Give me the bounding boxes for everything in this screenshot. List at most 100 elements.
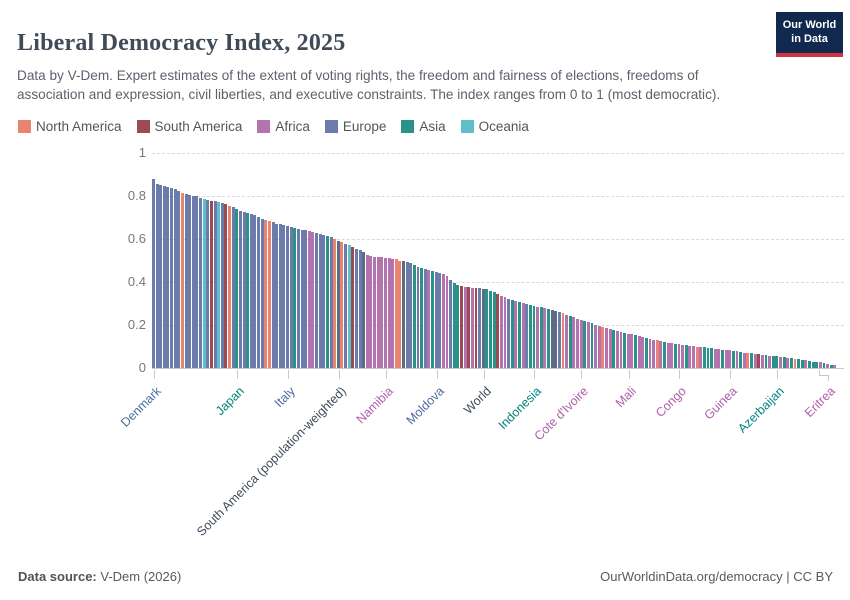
- bar[interactable]: [460, 286, 463, 368]
- bar[interactable]: [394, 259, 398, 368]
- bar[interactable]: [202, 198, 206, 368]
- bar[interactable]: [641, 337, 645, 368]
- bar[interactable]: [275, 223, 279, 368]
- bar[interactable]: [764, 355, 768, 368]
- bar[interactable]: [184, 193, 188, 368]
- bar[interactable]: [579, 319, 583, 368]
- bar[interactable]: [684, 345, 688, 368]
- bar[interactable]: [804, 360, 808, 368]
- bar[interactable]: [525, 303, 529, 368]
- bar[interactable]: [652, 339, 656, 368]
- bar[interactable]: [666, 342, 670, 368]
- bar[interactable]: [238, 210, 242, 368]
- bar[interactable]: [673, 343, 677, 368]
- legend-item-oceania[interactable]: Oceania: [460, 119, 529, 134]
- bar[interactable]: [782, 357, 786, 368]
- bar[interactable]: [369, 256, 373, 368]
- bar[interactable]: [503, 297, 507, 368]
- bar[interactable]: [344, 243, 347, 368]
- legend-item-europe[interactable]: Europe: [324, 119, 386, 134]
- bar[interactable]: [376, 257, 380, 368]
- bar[interactable]: [315, 232, 319, 368]
- bar[interactable]: [757, 354, 761, 368]
- bar[interactable]: [434, 271, 438, 368]
- bar[interactable]: [670, 343, 674, 368]
- bar[interactable]: [264, 220, 268, 368]
- bar[interactable]: [362, 251, 366, 368]
- bar[interactable]: [322, 234, 326, 368]
- bar[interactable]: [659, 341, 663, 368]
- bar[interactable]: [162, 186, 166, 368]
- bar[interactable]: [228, 205, 232, 368]
- bar[interactable]: [750, 353, 753, 368]
- bar[interactable]: [634, 335, 637, 368]
- bar[interactable]: [594, 324, 598, 368]
- bar[interactable]: [398, 260, 402, 368]
- bar[interactable]: [391, 258, 395, 368]
- bar[interactable]: [452, 283, 456, 368]
- bar[interactable]: [713, 348, 717, 368]
- bar[interactable]: [731, 350, 735, 368]
- bar[interactable]: [445, 275, 449, 368]
- bar[interactable]: [550, 309, 554, 368]
- bar[interactable]: [663, 341, 666, 368]
- bar[interactable]: [771, 355, 775, 368]
- bar[interactable]: [329, 237, 333, 368]
- bar[interactable]: [318, 233, 322, 368]
- bar[interactable]: [412, 264, 416, 368]
- bar[interactable]: [826, 363, 830, 368]
- bar[interactable]: [177, 190, 181, 368]
- bar[interactable]: [180, 192, 184, 368]
- bar[interactable]: [601, 327, 605, 368]
- bar[interactable]: [456, 285, 460, 368]
- bar[interactable]: [365, 255, 369, 368]
- bar[interactable]: [173, 188, 177, 368]
- bar[interactable]: [347, 245, 351, 368]
- bar[interactable]: [688, 345, 692, 368]
- bar[interactable]: [655, 340, 659, 368]
- bar[interactable]: [427, 269, 431, 368]
- bar[interactable]: [166, 186, 170, 368]
- owid-url-license-link[interactable]: OurWorldinData.org/democracy | CC BY: [600, 569, 833, 584]
- bar[interactable]: [702, 347, 706, 368]
- bar[interactable]: [710, 348, 714, 368]
- bar[interactable]: [521, 303, 525, 368]
- bar[interactable]: [808, 361, 811, 368]
- bar[interactable]: [235, 209, 239, 368]
- bar[interactable]: [760, 354, 764, 368]
- bar[interactable]: [536, 306, 540, 368]
- bar[interactable]: [492, 292, 496, 368]
- bar[interactable]: [293, 228, 297, 368]
- bar[interactable]: [818, 362, 822, 368]
- bar[interactable]: [358, 250, 362, 368]
- owid-logo[interactable]: Our World in Data: [776, 12, 843, 57]
- bar[interactable]: [155, 183, 159, 368]
- bar[interactable]: [648, 338, 652, 368]
- bar[interactable]: [742, 352, 746, 368]
- bar[interactable]: [351, 247, 355, 368]
- bar[interactable]: [278, 224, 282, 368]
- legend-item-south-america[interactable]: South America: [136, 119, 242, 134]
- bar[interactable]: [514, 301, 518, 368]
- bar[interactable]: [209, 200, 213, 368]
- bar[interactable]: [728, 350, 732, 368]
- bar[interactable]: [300, 229, 304, 368]
- bar[interactable]: [152, 178, 155, 368]
- bar[interactable]: [257, 216, 261, 368]
- bar[interactable]: [833, 365, 837, 368]
- bar[interactable]: [220, 202, 224, 368]
- bar[interactable]: [608, 329, 612, 368]
- bar[interactable]: [383, 257, 387, 368]
- bar[interactable]: [282, 225, 286, 368]
- bar[interactable]: [768, 355, 772, 368]
- bar[interactable]: [431, 270, 434, 368]
- bar[interactable]: [307, 231, 311, 368]
- bar[interactable]: [829, 364, 833, 368]
- bar[interactable]: [605, 328, 608, 368]
- bar[interactable]: [267, 221, 271, 368]
- bar[interactable]: [518, 302, 521, 368]
- bar[interactable]: [402, 261, 405, 368]
- bar[interactable]: [474, 288, 478, 368]
- bar[interactable]: [532, 305, 536, 368]
- bar[interactable]: [576, 318, 579, 368]
